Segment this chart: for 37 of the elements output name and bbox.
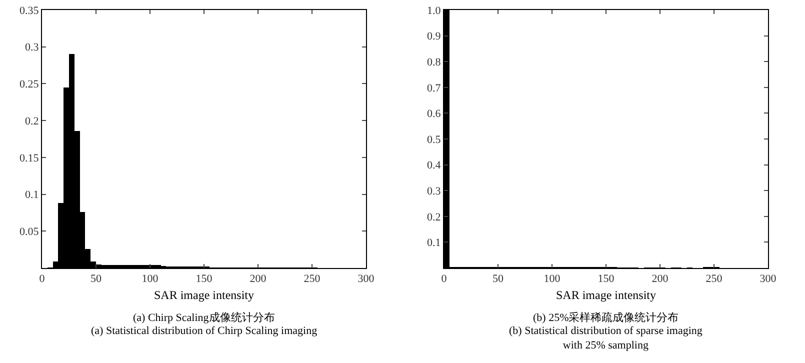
y-tick-label: 0.8 — [427, 56, 442, 68]
x-tick-label: 0 — [441, 273, 448, 286]
x-tick-label: 300 — [358, 273, 375, 286]
x-tick-label: 250 — [706, 273, 723, 286]
x-axis-title: SAR image intensity — [154, 288, 254, 302]
x-tick-label: 150 — [196, 273, 213, 286]
text: (a) Statistical distribution of Chirp Scaling imaging — [91, 325, 318, 337]
text: (b) Statistical distribution of sparse imaging with 25% sampling — [509, 325, 703, 352]
y-tick-label: 0.1 — [25, 189, 39, 202]
x-tick-label: 100 — [142, 273, 159, 286]
text: (b) 25%采样稀疏成像统计分布 — [533, 311, 679, 324]
x-tick-label: 150 — [598, 273, 615, 286]
x-tick-label: 50 — [90, 273, 102, 286]
y-tick-label: 0.2 — [25, 115, 39, 128]
y-tick-label: 0.1 — [427, 237, 441, 250]
y-tick-label: 0.3 — [25, 42, 40, 54]
y-tick-label: 0.25 — [20, 78, 40, 91]
y-tick-label: 0.7 — [427, 82, 442, 94]
x-tick-label: 0 — [39, 273, 46, 286]
y-tick-label: 0.5 — [427, 134, 442, 146]
x-tick-label: 250 — [304, 273, 321, 286]
y-tick-label: 0.2 — [427, 211, 441, 224]
x-tick-label: 200 — [250, 273, 267, 286]
y-tick-label: 0.4 — [427, 160, 442, 172]
x-tick-label: 300 — [760, 273, 777, 286]
y-tick-label: 0.6 — [427, 108, 442, 120]
y-tick-label: 0.35 — [20, 4, 40, 17]
x-tick-label: 100 — [544, 273, 561, 286]
x-tick-label: 50 — [492, 273, 504, 286]
text: (a) Chirp Scaling成像统计分布 — [133, 311, 275, 324]
y-tick-label: 0.05 — [20, 226, 40, 238]
x-tick-label: 200 — [652, 273, 669, 286]
y-tick-label: 0.3 — [427, 185, 442, 198]
y-tick-label: 1.0 — [427, 4, 442, 17]
x-axis-title: SAR image intensity — [556, 288, 656, 302]
y-tick-label: 0.9 — [427, 30, 442, 43]
y-tick-label: 0.15 — [20, 152, 40, 164]
